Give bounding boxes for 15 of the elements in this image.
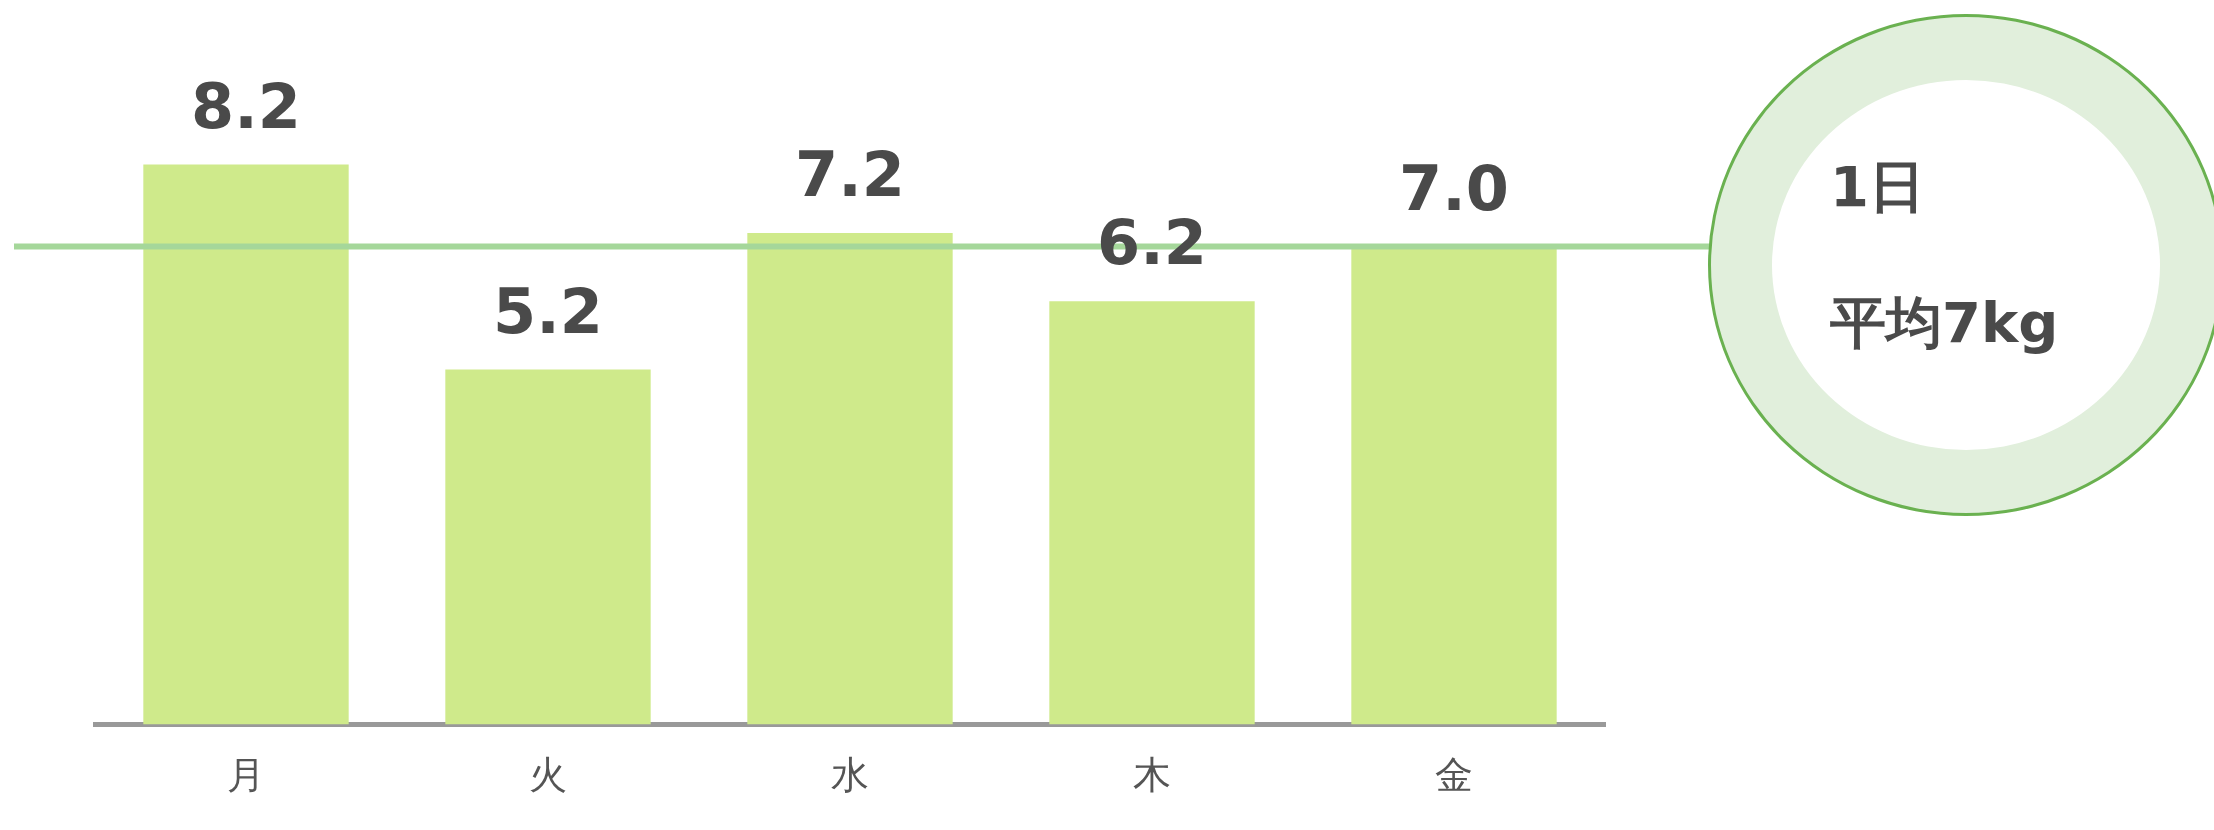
bar xyxy=(445,369,651,725)
bar xyxy=(747,232,953,725)
data-label: 7.0 xyxy=(1399,151,1509,225)
text: 平均7kg xyxy=(1830,289,2060,357)
x-tick-label: 月 xyxy=(227,753,265,796)
x-tick-label: 火 xyxy=(529,753,567,796)
data-label: 7.2 xyxy=(795,137,905,211)
x-tick-label: 金 xyxy=(1435,753,1473,796)
x-tick-label: 木 xyxy=(1133,753,1171,796)
bar xyxy=(1049,301,1255,725)
x-tick-label: 水 xyxy=(831,753,869,796)
text: 1日 xyxy=(1830,153,1926,221)
data-label: 8.2 xyxy=(191,69,301,143)
bar xyxy=(143,164,349,725)
data-label: 5.2 xyxy=(493,274,603,348)
